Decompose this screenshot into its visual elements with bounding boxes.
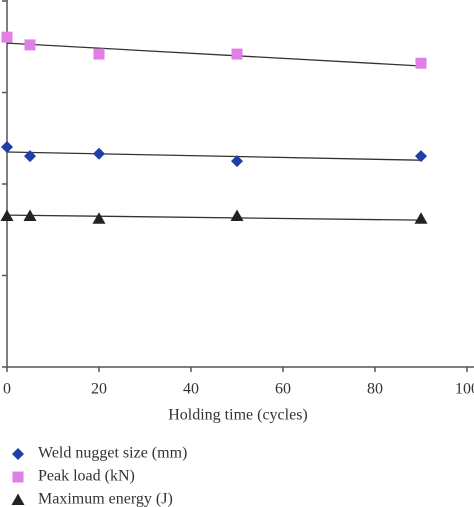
point — [415, 150, 427, 163]
trend-line — [6, 151, 422, 161]
point — [1, 31, 13, 43]
x-axis-label: Holding time (cycles) — [168, 407, 308, 424]
x-tick-label: 80 — [367, 381, 383, 398]
point — [93, 48, 105, 60]
point — [1, 140, 13, 153]
point — [231, 155, 243, 168]
point — [415, 57, 427, 69]
trend-line — [6, 42, 422, 67]
point — [24, 150, 36, 163]
x-tick-label: 0 — [3, 381, 11, 398]
point — [92, 212, 106, 224]
x-tick-label: 60 — [275, 381, 291, 398]
point — [0, 209, 14, 222]
legend-label: Peak load (kN) — [38, 468, 135, 485]
legend-marker — [12, 471, 24, 483]
point — [23, 209, 37, 222]
point — [414, 212, 428, 224]
legend-label: Maximum energy (J) — [38, 491, 173, 507]
legend-marker — [12, 448, 24, 460]
point — [93, 147, 105, 160]
trend-line — [6, 214, 422, 221]
x-tick-label: 100 — [455, 381, 474, 398]
legend-label: Weld nugget size (mm) — [38, 445, 187, 462]
point — [230, 209, 244, 222]
legend-marker — [11, 493, 25, 505]
x-tick-label: 40 — [183, 381, 199, 398]
point — [231, 48, 243, 60]
point — [24, 39, 36, 51]
x-tick-label: 20 — [91, 381, 107, 398]
